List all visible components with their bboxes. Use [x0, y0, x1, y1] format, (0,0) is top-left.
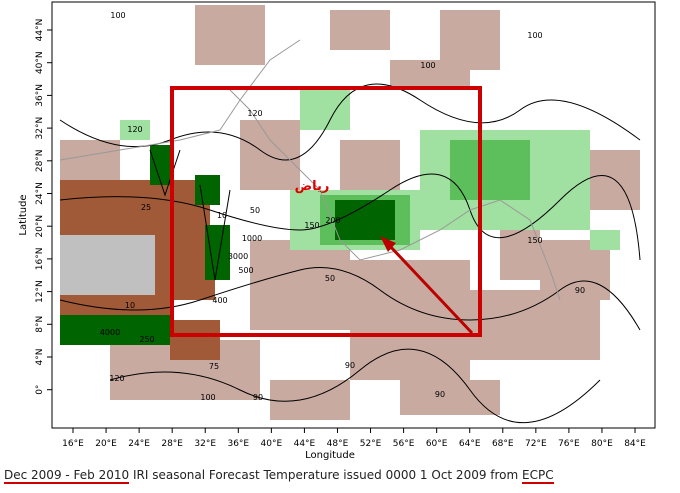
- y-tick-label: 44°N: [35, 19, 45, 42]
- x-tick-label: 76°E: [558, 439, 580, 449]
- x-tick-label: 68°E: [492, 439, 514, 449]
- contour-label: 100: [110, 11, 125, 20]
- y-tick-label: 4°N: [35, 349, 45, 366]
- caption-period: Dec 2009 - Feb 2010: [4, 468, 130, 484]
- y-tick-label: 12°N: [35, 280, 45, 303]
- land-shading: [52, 2, 655, 428]
- x-tick-label: 28°E: [161, 439, 183, 449]
- contour-label: 200: [325, 216, 340, 225]
- x-tick-label: 72°E: [525, 439, 547, 449]
- y-tick-label: 40°N: [35, 51, 45, 74]
- contour-label: 3000: [228, 252, 248, 261]
- contour-label: 100: [420, 61, 435, 70]
- contour-label: 150: [304, 221, 319, 230]
- x-tick-label: 24°E: [128, 439, 150, 449]
- x-tick-label: 40°E: [261, 439, 283, 449]
- contour-label: 150: [527, 236, 542, 245]
- contour-label: 100: [527, 31, 542, 40]
- y-tick-label: 16°N: [35, 248, 45, 271]
- contour-label: 75: [209, 362, 219, 371]
- contour-label: 50: [250, 206, 260, 215]
- contour-label: 4000: [100, 328, 120, 337]
- city-label: رياض: [295, 179, 330, 194]
- x-tick-label: 20°E: [95, 439, 117, 449]
- frame: [51, 1, 656, 429]
- x-tick-label: 56°E: [393, 439, 415, 449]
- contour-label: 120: [247, 109, 262, 118]
- caption-text: IRI seasonal Forecast Temperature issued…: [132, 468, 519, 482]
- contour-label: 100: [200, 393, 215, 402]
- contours: [59, 83, 641, 423]
- contour-label: 90: [435, 390, 445, 399]
- map: رياض Longitude Latitude 16°E 20°E 24°E 28°E…: [18, 1, 656, 461]
- contour-label: 90: [575, 286, 585, 295]
- arrow: [386, 242, 474, 335]
- x-tick-label: 80°E: [591, 439, 613, 449]
- contour-label: 1000: [242, 234, 262, 243]
- x-tick-label: 60°E: [426, 439, 448, 449]
- contour-label: 400: [212, 296, 227, 305]
- contour-label: 90: [345, 361, 355, 370]
- contour-label: 10: [217, 211, 227, 220]
- x-tick-label: 84°E: [624, 439, 646, 449]
- caption-source: ECPC: [522, 468, 554, 484]
- highlight-box: [170, 86, 482, 337]
- contour-label: 10: [125, 301, 135, 310]
- y-tick-label: 24°N: [35, 182, 45, 205]
- y-tick-label: 0°: [35, 385, 45, 395]
- contour-label: 25: [141, 203, 151, 212]
- y-tick-label: 28°N: [35, 149, 45, 172]
- y-axis-title: Latitude: [18, 194, 29, 235]
- y-tick-label: 8°N: [35, 316, 45, 333]
- y-tick-label: 20°N: [35, 215, 45, 238]
- contour-label: 120: [127, 125, 142, 134]
- contour-label: 500: [238, 266, 253, 275]
- x-tick-label: 64°E: [459, 439, 481, 449]
- contour-label: 250: [139, 335, 154, 344]
- x-tick-label: 16°E: [62, 439, 84, 449]
- x-tick-label: 52°E: [360, 439, 382, 449]
- caption: Dec 2009 - Feb 2010 IRI seasonal Forecas…: [4, 468, 554, 484]
- arrow-head: [380, 236, 396, 252]
- coastlines: [59, 39, 561, 301]
- y-tick-label: 32°N: [35, 117, 45, 140]
- contour-label: 90: [253, 393, 263, 402]
- contour-label: 120: [109, 374, 124, 383]
- x-tick-label: 36°E: [227, 439, 249, 449]
- x-tick-label: 32°E: [194, 439, 216, 449]
- contour-label: 50: [325, 274, 335, 283]
- x-axis-title: Longitude: [305, 450, 355, 461]
- x-tick-label: 44°E: [294, 439, 316, 449]
- y-tick-label: 36°N: [35, 84, 45, 107]
- x-tick-label: 48°E: [327, 439, 349, 449]
